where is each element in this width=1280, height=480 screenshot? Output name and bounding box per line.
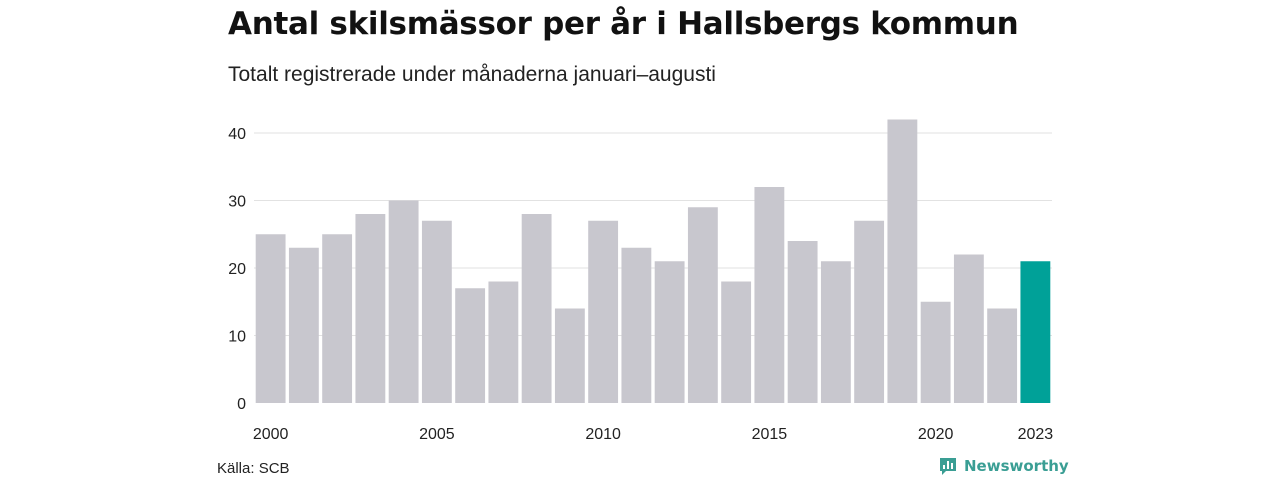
y-tick-label: 20 xyxy=(228,261,246,278)
bar-chart-speech-bubble-icon xyxy=(940,458,956,475)
bar-2020 xyxy=(920,301,951,403)
x-tick-label: 2015 xyxy=(752,426,788,443)
bar-2005 xyxy=(421,220,452,403)
bar-2021 xyxy=(953,254,984,403)
y-tick-label: 30 xyxy=(228,194,246,211)
bar-2003 xyxy=(355,214,386,403)
chart-title: Antal skilsmässor per år i Hallsbergs ko… xyxy=(228,6,1019,42)
brand-logo: Newsworthy xyxy=(938,456,1069,476)
bar-2004 xyxy=(388,200,419,403)
bar-2002 xyxy=(322,234,353,403)
x-tick-label: 2005 xyxy=(419,426,455,443)
x-tick-label: 2020 xyxy=(918,426,954,443)
y-tick-label: 0 xyxy=(237,396,246,413)
bars xyxy=(255,119,1051,403)
y-tick-label: 10 xyxy=(228,329,246,346)
bar-2007 xyxy=(488,281,519,403)
bar-2009 xyxy=(554,308,585,403)
bar-2015 xyxy=(754,187,785,403)
y-axis-ticks: 0 10 20 30 40 xyxy=(228,126,246,413)
x-axis-ticks: 2000 2005 2010 2015 2020 2023 xyxy=(253,426,1053,443)
chart-subtitle: Totalt registrerade under månaderna janu… xyxy=(228,63,716,86)
bar-2000 xyxy=(255,234,286,403)
bar-2016 xyxy=(787,241,818,403)
bar-2017 xyxy=(820,261,851,403)
bar-2012 xyxy=(654,261,685,403)
x-tick-label: 2010 xyxy=(585,426,621,443)
y-tick-label: 40 xyxy=(228,126,246,143)
bar-2019 xyxy=(887,119,918,403)
brand-name: Newsworthy xyxy=(964,457,1069,475)
bar-2023 xyxy=(1020,261,1051,403)
bar-2013 xyxy=(687,207,718,403)
bar-2011 xyxy=(621,247,652,403)
bar-2001 xyxy=(288,247,319,403)
bar-2006 xyxy=(455,288,486,403)
bar-2010 xyxy=(588,220,619,403)
bar-2022 xyxy=(987,308,1018,403)
x-tick-label: 2000 xyxy=(253,426,289,443)
source-note: Källa: SCB xyxy=(217,460,290,477)
bar-chart: 0 10 20 30 40 2000 2005 2010 2015 2020 2023 xyxy=(228,119,1053,443)
gridlines xyxy=(254,132,1052,336)
bar-2018 xyxy=(854,220,885,403)
bar-2008 xyxy=(521,214,552,403)
bar-2014 xyxy=(721,281,752,403)
x-tick-label: 2023 xyxy=(1018,426,1054,443)
